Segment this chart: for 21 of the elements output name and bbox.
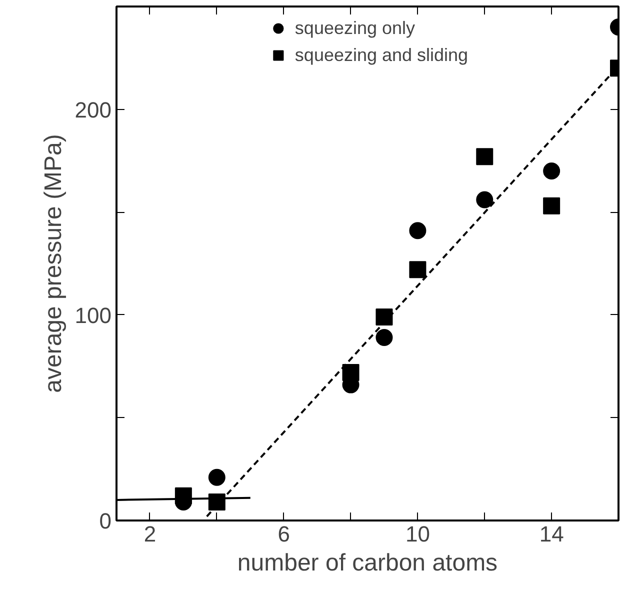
point <box>376 308 393 326</box>
y-axis-title: average pressure (MPa) <box>40 134 67 393</box>
x-tick-label: 10 <box>405 522 430 546</box>
legend-label: squeezing and sliding <box>294 44 468 66</box>
point <box>543 162 560 180</box>
legend-label: squeezing only <box>294 18 416 38</box>
point <box>409 222 426 240</box>
x-tick-label: 6 <box>278 522 290 546</box>
point <box>376 329 393 346</box>
point <box>208 468 226 486</box>
x-tick-label: 2 <box>144 522 156 546</box>
point <box>208 493 226 510</box>
point <box>476 191 494 208</box>
y-tick-label: 200 <box>74 97 112 122</box>
x-tick-label: 14 <box>539 522 564 546</box>
y-tick-label: 100 <box>74 302 112 328</box>
x-axis-title: number of carbon atoms <box>237 550 498 576</box>
y-tick-label: 0 <box>99 508 112 534</box>
point <box>409 261 426 278</box>
point <box>476 148 494 166</box>
point <box>543 197 560 214</box>
